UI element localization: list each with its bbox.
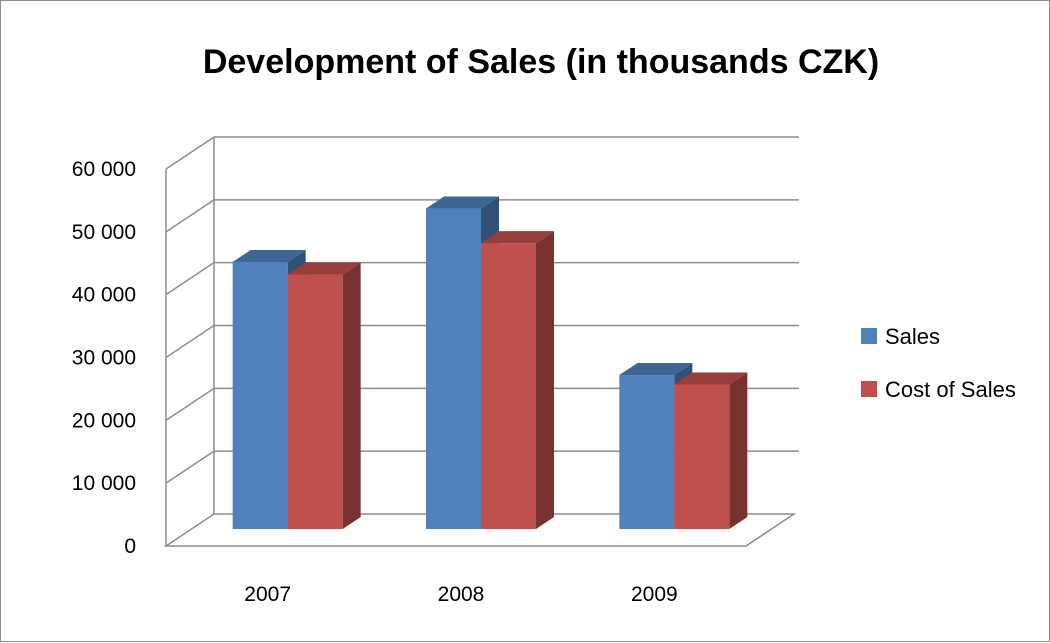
bar-2007-cost-of-sales <box>287 262 361 529</box>
gridlines <box>165 136 799 484</box>
bar-top <box>674 372 748 385</box>
gridline <box>165 324 799 359</box>
gridline <box>165 199 799 233</box>
legend: Sales Cost of Sales <box>861 324 1016 402</box>
legend-swatch <box>861 381 877 397</box>
bar-2009-cost-of-sales <box>674 372 748 529</box>
bar-side <box>536 231 554 529</box>
bar-top <box>232 249 306 262</box>
legend-item: Cost of Sales <box>861 377 1016 402</box>
bar-top <box>619 363 693 376</box>
legend-label: Cost of Sales <box>885 377 1016 402</box>
legend-label: Sales <box>885 324 940 349</box>
floor <box>163 513 797 547</box>
legend-item: Sales <box>861 324 940 349</box>
gridline <box>165 261 799 296</box>
gridline <box>165 387 799 421</box>
y-axis-tick-labels: 0 10 000 20 000 30 000 40 000 50 000 60 000 <box>72 158 136 558</box>
bars <box>232 196 748 530</box>
bar-top <box>481 231 554 244</box>
x-axis-tick-labels: 2007 2008 2009 <box>244 583 677 606</box>
bar-side <box>729 372 748 529</box>
y-tick-label: 60 000 <box>72 158 136 181</box>
x-tick-label: 2008 <box>438 583 485 606</box>
y-tick-label: 10 000 <box>72 472 136 495</box>
bar-front <box>481 243 536 529</box>
bar-top <box>426 196 499 209</box>
bar-front <box>619 375 675 529</box>
bar-front <box>674 384 730 529</box>
gridline <box>165 450 799 484</box>
bar-top <box>287 262 361 275</box>
y-tick-label: 50 000 <box>72 221 136 244</box>
x-tick-label: 2009 <box>631 583 678 606</box>
bar-front <box>232 261 288 529</box>
y-tick-label: 20 000 <box>72 409 136 432</box>
bar-front <box>426 208 481 530</box>
y-tick-label: 0 <box>124 535 136 558</box>
x-tick-label: 2007 <box>244 583 291 606</box>
y-tick-label: 40 000 <box>72 284 136 307</box>
gridline <box>165 136 799 170</box>
legend-swatch <box>861 328 877 344</box>
bar-side <box>342 262 361 529</box>
y-tick-label: 30 000 <box>72 347 136 370</box>
chart-title: Development of Sales (in thousands CZK) <box>203 43 879 81</box>
bar-front <box>287 274 343 529</box>
bar-2008-cost-of-sales <box>481 231 554 529</box>
